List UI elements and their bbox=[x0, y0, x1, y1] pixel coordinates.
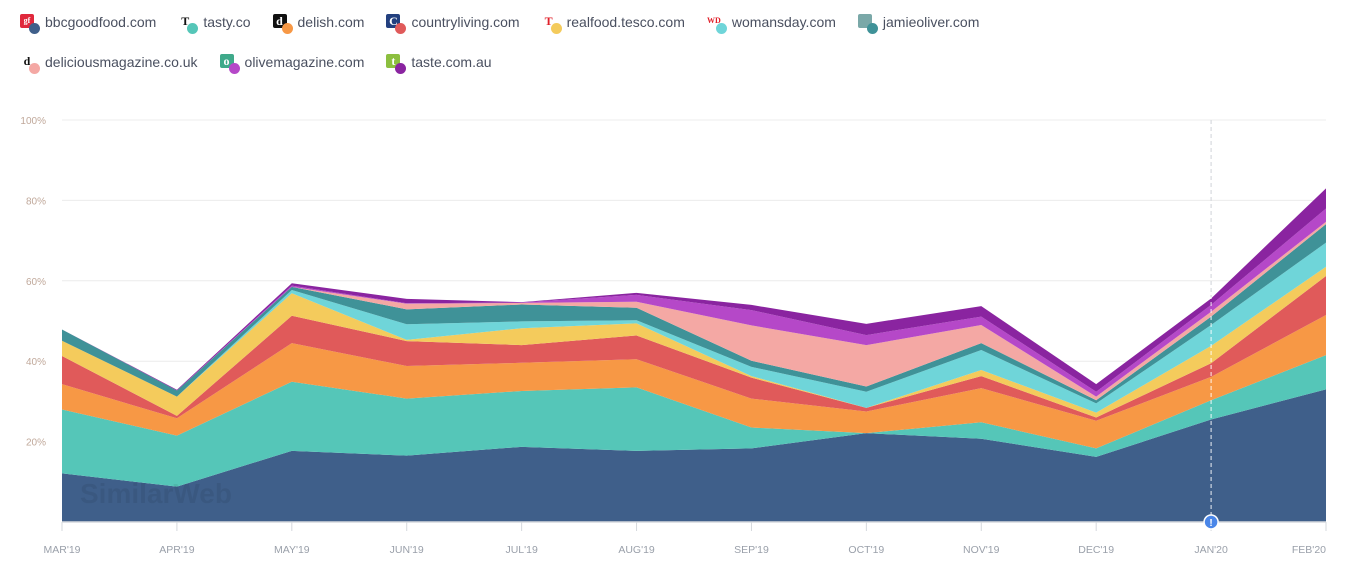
delish-favicon-icon: d bbox=[272, 12, 293, 34]
womansday-favicon-icon: WD bbox=[706, 12, 727, 34]
area-realfood-tesco-com bbox=[62, 266, 1326, 418]
series-color-dot bbox=[281, 23, 293, 34]
annotation-circle bbox=[1203, 514, 1219, 530]
series-color-dot bbox=[550, 23, 562, 34]
area-womansday-com bbox=[62, 242, 1326, 413]
deliciousmagazine-favicon-icon: d bbox=[20, 52, 40, 74]
series-color-dot bbox=[29, 23, 40, 34]
annotation-marker[interactable]: ! bbox=[1203, 514, 1219, 530]
x-tick-label: MAY'19 bbox=[274, 544, 310, 556]
area-countryliving-com bbox=[62, 275, 1326, 421]
y-tick-label: 80% bbox=[26, 196, 46, 207]
taste-favicon-icon: t bbox=[386, 52, 407, 74]
series-color-dot bbox=[866, 23, 878, 34]
olivemagazine-favicon-icon: o bbox=[219, 52, 240, 74]
x-tick-label: JUN'19 bbox=[390, 544, 424, 556]
series-color-dot bbox=[395, 23, 407, 34]
y-tick-label: 40% bbox=[26, 357, 46, 368]
x-tick-label: MAR'19 bbox=[43, 544, 80, 556]
legend-item-womansday-com[interactable]: WD womansday.com bbox=[706, 12, 836, 34]
tesco-favicon-icon: T bbox=[541, 12, 562, 34]
x-tick-label: AUG'19 bbox=[618, 544, 655, 556]
area-delish-com bbox=[62, 314, 1326, 449]
area-jamieoliver-com bbox=[62, 224, 1326, 404]
area-tasty-co bbox=[62, 355, 1326, 487]
x-tick-label: JAN'20 bbox=[1194, 544, 1228, 556]
legend-label: delish.com bbox=[297, 14, 365, 30]
legend-label: womansday.com bbox=[731, 14, 836, 30]
x-tick-label: APR'19 bbox=[159, 544, 194, 556]
legend-label: realfood.tesco.com bbox=[566, 14, 685, 30]
annotation-icon: ! bbox=[1209, 518, 1212, 529]
y-tick-label: 20% bbox=[26, 438, 46, 449]
legend-item-delish-com[interactable]: d delish.com bbox=[272, 12, 365, 34]
legend-label: taste.com.au bbox=[411, 54, 492, 70]
legend-label: bbcgoodfood.com bbox=[45, 14, 157, 30]
legend-label: deliciousmagazine.co.uk bbox=[45, 54, 198, 70]
area-bbcgoodfood-com bbox=[62, 389, 1326, 522]
bbcgoodfood-favicon-icon: gf bbox=[20, 12, 40, 34]
x-tick-label: NOV'19 bbox=[963, 544, 1000, 556]
legend-item-taste-com-au[interactable]: t taste.com.au bbox=[386, 52, 492, 74]
countryliving-favicon-icon: C bbox=[386, 12, 407, 34]
series-color-dot bbox=[29, 63, 40, 74]
x-tick-label: OCT'19 bbox=[848, 544, 884, 556]
x-tick-label: JUL'19 bbox=[505, 544, 538, 556]
legend-item-bbcgoodfood-com[interactable]: gf bbcgoodfood.com bbox=[20, 12, 157, 34]
tasty-favicon-icon: T bbox=[178, 12, 199, 34]
y-tick-label: 100% bbox=[20, 116, 46, 127]
legend-item-olivemagazine-com[interactable]: o olivemagazine.com bbox=[219, 52, 365, 74]
legend-label: countryliving.com bbox=[411, 14, 520, 30]
legend-item-jamieoliver-com[interactable]: jamieoliver.com bbox=[857, 12, 980, 34]
jamieoliver-favicon-icon bbox=[857, 12, 878, 34]
legend-item-deliciousmagazine-co-uk[interactable]: d deliciousmagazine.co.uk bbox=[20, 52, 198, 74]
series-color-dot bbox=[395, 63, 407, 74]
x-tick-label: FEB'20 bbox=[1292, 544, 1326, 556]
watermark-logo: SimilarWeb bbox=[80, 478, 232, 509]
legend-row: d deliciousmagazine.co.uk o olivemagazine.c… bbox=[20, 52, 1340, 92]
x-tick-label: SEP'19 bbox=[734, 544, 769, 556]
area-deliciousmagazine-co-uk bbox=[62, 221, 1326, 401]
x-tick-label: DEC'19 bbox=[1078, 544, 1114, 556]
legend-label: olivemagazine.com bbox=[244, 54, 365, 70]
series-color-dot bbox=[187, 23, 199, 34]
legend-label: tasty.co bbox=[203, 14, 251, 30]
series-color-dot bbox=[715, 23, 727, 34]
y-tick-label: 60% bbox=[26, 277, 46, 288]
legend-label: jamieoliver.com bbox=[882, 14, 980, 30]
series-color-dot bbox=[228, 63, 240, 74]
